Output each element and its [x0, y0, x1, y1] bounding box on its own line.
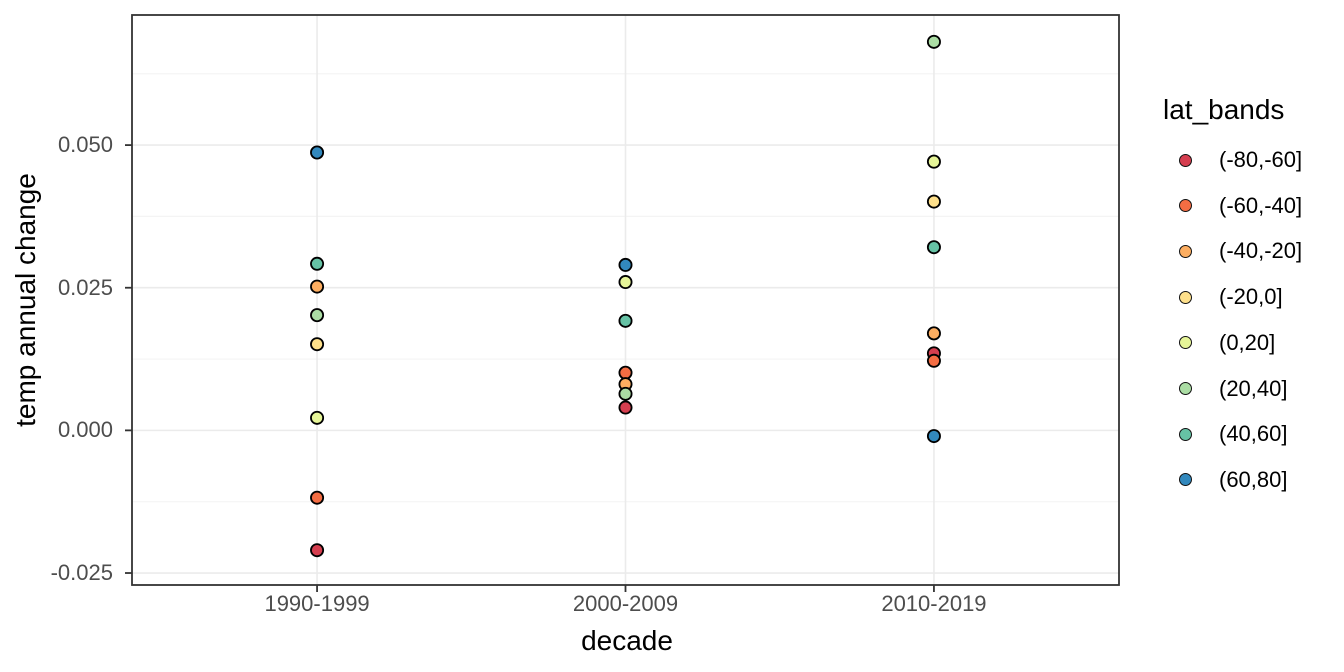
legend-item-label: (-40,-20] — [1219, 238, 1303, 264]
legend-item-label: (-60,-40] — [1219, 192, 1303, 218]
legend-item: (-20,0] — [1179, 281, 1283, 313]
legend-key-circle — [1179, 427, 1192, 441]
legend-key-circle — [1179, 382, 1192, 395]
data-point — [310, 337, 325, 352]
legend-key-circle — [1179, 153, 1192, 167]
y-tick-label: 0.025 — [57, 274, 113, 300]
legend-item-label: (-80,-60] — [1219, 147, 1303, 172]
legend-item: (0,20] — [1179, 327, 1275, 359]
legend-item-label: (0,20] — [1219, 329, 1276, 355]
data-point — [310, 410, 325, 425]
data-point — [310, 308, 325, 323]
data-point — [618, 400, 633, 415]
data-point — [618, 275, 633, 290]
x-tick-label: 2000-2009 — [572, 591, 679, 616]
x-axis-title: decade — [581, 625, 673, 656]
data-point — [926, 154, 941, 169]
data-point — [926, 34, 941, 49]
data-point — [618, 313, 633, 328]
legend-item: (-40,-20] — [1179, 235, 1302, 267]
data-point — [310, 145, 325, 160]
y-tick-label: 0.000 — [57, 417, 113, 443]
legend-key-circle — [1179, 244, 1192, 258]
x-tick-label: 1990-1999 — [264, 591, 370, 616]
legend-key-circle — [1179, 473, 1192, 487]
legend-item: (-60,-40] — [1179, 190, 1302, 222]
legend-key-circle — [1179, 290, 1192, 304]
legend-item-label: (-20,0] — [1219, 284, 1283, 310]
data-point — [926, 326, 941, 341]
data-point — [618, 257, 633, 272]
y-tick-label: -0.025 — [50, 560, 113, 586]
data-point — [926, 240, 941, 255]
legend-item-label: (20,40] — [1219, 375, 1288, 401]
x-tick-label: 2010-2019 — [881, 591, 987, 616]
legend-item: (20,40] — [1179, 373, 1288, 405]
data-point — [926, 194, 941, 209]
legend-item: (40,60] — [1179, 418, 1288, 450]
data-point — [926, 429, 941, 444]
legend-item: (-80,-60] — [1179, 144, 1302, 176]
data-point — [310, 543, 325, 558]
data-point — [618, 386, 633, 401]
legend-item-label: (60,80] — [1219, 466, 1288, 492]
data-point — [926, 353, 941, 368]
legend-item-label: (40,60] — [1219, 421, 1288, 447]
data-point — [310, 490, 325, 505]
legend-title: lat_bands — [1163, 94, 1285, 125]
data-point — [310, 279, 325, 294]
legend-item: (60,80] — [1179, 464, 1288, 496]
data-point — [310, 256, 325, 271]
legend-key-circle — [1179, 199, 1192, 213]
data-point — [618, 365, 633, 380]
y-tick-label: 0.050 — [57, 132, 113, 158]
legend-key-circle — [1179, 336, 1192, 350]
